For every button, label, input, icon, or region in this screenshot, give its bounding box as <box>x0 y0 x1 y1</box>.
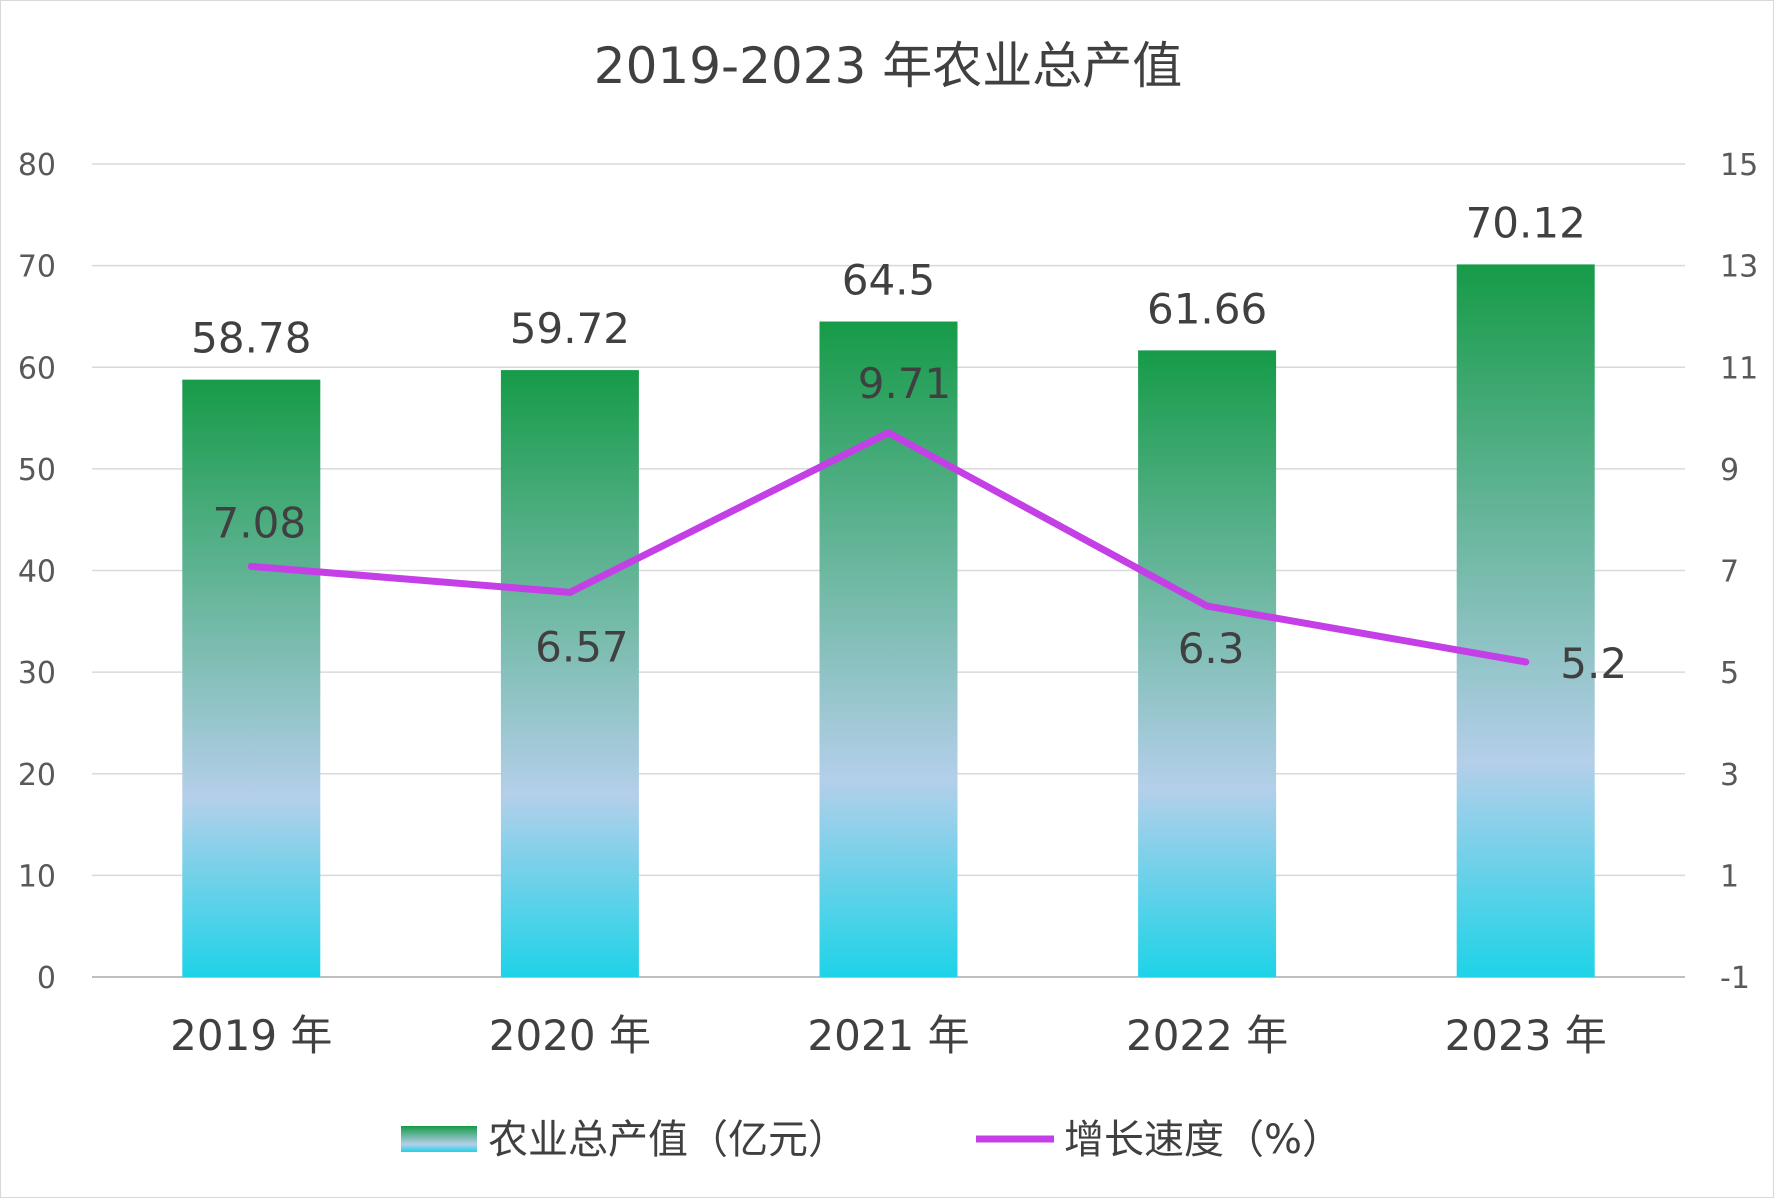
left-tick-label: 50 <box>18 453 56 488</box>
data-labels: 58.78 59.72 64.5 61.66 70.12 7.08 6.57 9.71 6.3 5… <box>191 198 1627 688</box>
right-tick-label: 15 <box>1720 148 1758 183</box>
bar-value-label: 61.66 <box>1147 284 1267 333</box>
legend: 农业总产值（亿元） 增长速度（%） <box>401 1117 1342 1163</box>
right-tick-label: 3 <box>1720 758 1739 793</box>
right-tick-label: 5 <box>1720 656 1739 691</box>
bar-value-label: 64.5 <box>842 256 936 305</box>
bar <box>819 321 958 977</box>
growth-value-label: 7.08 <box>213 498 307 547</box>
growth-point <box>566 588 574 596</box>
growth-value-label: 5.2 <box>1560 639 1627 688</box>
bar <box>1138 350 1277 977</box>
growth-point <box>1203 602 1211 610</box>
legend-label-line: 增长速度（%） <box>1064 1117 1342 1163</box>
category-label: 2023 年 <box>1445 1011 1607 1060</box>
category-label: 2019 年 <box>170 1011 332 1060</box>
bar <box>182 379 321 977</box>
right-tick-label: 7 <box>1720 555 1739 590</box>
growth-value-label: 6.3 <box>1178 624 1245 673</box>
growth-value-label: 9.71 <box>858 359 952 408</box>
legend-label-bar: 农业总产值（亿元） <box>488 1117 848 1163</box>
category-label: 2022 年 <box>1126 1011 1288 1060</box>
left-tick-label: 60 <box>18 351 56 386</box>
bar-series <box>182 264 1595 978</box>
left-tick-label: 80 <box>18 148 56 183</box>
left-tick-label: 0 <box>37 961 56 996</box>
bar-value-label: 58.78 <box>191 314 311 363</box>
left-tick-label: 40 <box>18 555 56 590</box>
right-tick-label: 11 <box>1720 351 1758 386</box>
right-tick-label: -1 <box>1720 961 1750 996</box>
left-tick-label: 20 <box>18 758 56 793</box>
right-tick-label: 1 <box>1720 859 1739 894</box>
legend-swatch-bar <box>401 1126 477 1152</box>
bar-value-label: 59.72 <box>510 304 630 353</box>
growth-point <box>885 429 892 437</box>
growth-point <box>1522 658 1530 666</box>
chart-title: 2019-2023 年农业总产值 <box>594 37 1182 95</box>
left-axis: 0 10 20 30 40 50 60 70 80 <box>18 148 56 996</box>
category-label: 2021 年 <box>807 1011 969 1060</box>
left-tick-label: 30 <box>18 656 56 691</box>
bar-value-label: 70.12 <box>1466 198 1586 247</box>
growth-point <box>247 562 255 570</box>
bar <box>1456 264 1595 977</box>
category-label: 2020 年 <box>489 1011 651 1060</box>
growth-value-label: 6.57 <box>535 622 629 671</box>
line-series <box>247 429 1530 666</box>
right-tick-label: 9 <box>1720 453 1739 488</box>
right-tick-label: 13 <box>1720 250 1758 285</box>
left-tick-label: 10 <box>18 859 56 894</box>
bar <box>500 370 639 978</box>
left-tick-label: 70 <box>18 250 56 285</box>
category-axis: 2019 年 2020 年 2021 年 2022 年 2023 年 <box>170 1011 1607 1060</box>
